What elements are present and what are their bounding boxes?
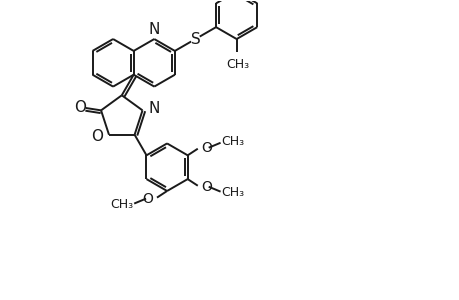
Text: O: O	[91, 129, 103, 144]
Text: N: N	[148, 101, 159, 116]
Text: N: N	[148, 22, 160, 37]
Text: O: O	[142, 192, 153, 206]
Text: S: S	[190, 32, 200, 46]
Text: CH₃: CH₃	[110, 198, 133, 211]
Text: CH₃: CH₃	[221, 186, 244, 199]
Text: O: O	[202, 180, 212, 194]
Text: O: O	[74, 100, 86, 116]
Text: CH₃: CH₃	[221, 135, 244, 148]
Text: CH₃: CH₃	[225, 58, 249, 71]
Text: O: O	[202, 141, 212, 155]
